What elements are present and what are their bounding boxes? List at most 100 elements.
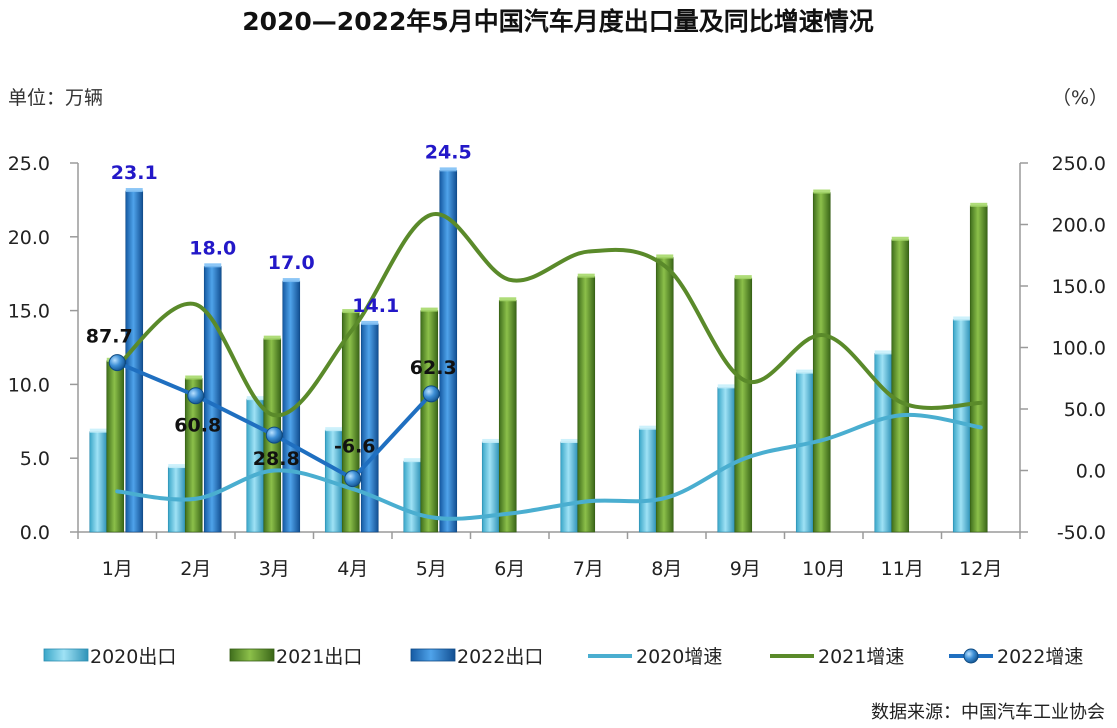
x-tick-label: 6月 [494,558,525,580]
y-left-tick-label: 0.0 [20,522,50,544]
bar-label-2022-4月: 14.1 [352,295,399,317]
bar-2022出口-4月 [360,323,379,533]
y-right-tick-label: 100.0 [1052,338,1106,360]
bar-2021出口-5月 [420,310,439,533]
bar-2020出口-6月 [481,441,500,533]
source-note: 数据来源：中国汽车工业协会 [871,702,1105,723]
bar-cap-2021出口-12月 [970,202,988,207]
x-tick-label: 10月 [802,558,845,580]
bar-2021出口-1月 [106,360,125,533]
marker-2022增速-5月 [422,385,440,403]
bar-cap-2020出口-7月 [560,438,578,443]
x-tick-label: 5月 [416,558,447,580]
bar-label-2022-1月: 23.1 [111,162,158,184]
point-label-2022-2月: 60.8 [174,415,221,437]
legend-label-1: 2021出口 [276,646,362,668]
y-right-tick-label: 150.0 [1052,276,1106,298]
bar-2022出口-1月 [125,190,144,533]
legend-label-0: 2020出口 [90,646,176,668]
bar-2021出口-11月 [891,239,910,533]
bar-cap-2020出口-9月 [717,384,735,389]
bar-cap-2021出口-8月 [656,254,674,259]
x-tick-label: 1月 [102,558,133,580]
legend-label-4: 2021增速 [818,646,904,668]
y-left-tick-label: 15.0 [8,301,50,323]
bar-2020出口-10月 [795,372,814,533]
x-tick-label: 2月 [180,558,211,580]
bar-cap-2022出口-5月 [439,167,457,172]
chart-title: 2020—2022年5月中国汽车月度出口量及同比增速情况 [242,7,874,36]
bar-2020出口-7月 [560,441,579,533]
legend-swatch-2 [410,648,456,662]
legend-label-2: 2022出口 [457,646,543,668]
legend-swatch-0 [43,648,89,662]
bar-cap-2021出口-2月 [185,375,203,380]
left-unit-label: 单位：万辆 [8,87,103,109]
point-label-2022-5月: 62.3 [410,357,457,379]
bar-label-2022-2月: 18.0 [189,237,236,259]
bar-2021出口-9月 [734,277,753,533]
bar-cap-2021出口-4月 [342,309,360,314]
point-label-2022-3月: 28.8 [253,448,300,470]
bar-2021出口-4月 [341,311,360,533]
y-right-tick-label: 200.0 [1052,215,1106,237]
y-right-tick-label: 250.0 [1052,153,1106,175]
bar-cap-2020出口-4月 [325,427,343,432]
x-tick-label: 3月 [259,558,290,580]
marker-2022增速-2月 [187,387,205,405]
line-2021增速 [115,212,983,418]
bar-cap-2020出口-10月 [796,369,814,374]
bar-cap-2022出口-3月 [282,278,300,283]
marker-2022增速-1月 [108,354,126,372]
y-left-tick-label: 25.0 [8,153,50,175]
bar-cap-2021出口-11月 [891,236,909,241]
bar-2021出口-7月 [577,276,596,533]
bar-cap-2021出口-9月 [734,275,752,280]
bars [89,167,988,533]
bar-cap-2020出口-11月 [874,350,892,355]
x-tick-label: 4月 [337,558,368,580]
bar-2021出口-8月 [655,257,674,533]
legend-label-5: 2022增速 [997,646,1083,668]
bar-cap-2020出口-5月 [403,458,421,463]
data-labels: 23.1 18.0 17.0 14.1 24.5 87.7 60.8 28.8 -6.6 62.3 [86,141,472,470]
y-left-tick-label: 20.0 [8,227,50,249]
bar-cap-2020出口-8月 [639,425,657,430]
point-label-2022-4月: -6.6 [334,436,376,458]
bar-2020出口-8月 [638,428,657,533]
legend-marker-5 [963,648,979,664]
x-tick-label: 11月 [881,558,924,580]
bar-2021出口-10月 [812,192,831,533]
bar-cap-2020出口-1月 [89,428,107,433]
bar-2021出口-12月 [969,205,988,533]
bar-cap-2021出口-6月 [499,297,517,302]
bar-label-2022-5月: 24.5 [425,141,472,163]
bar-cap-2020出口-12月 [953,316,971,321]
bar-2020出口-5月 [403,460,422,533]
x-tick-label: 7月 [573,558,604,580]
bar-label-2022-3月: 17.0 [268,252,315,274]
legend-label-3: 2020增速 [636,646,722,668]
y-left-tick-label: 10.0 [8,374,50,396]
bar-cap-2020出口-6月 [482,438,500,443]
line-2020增速 [115,412,983,521]
legend-swatch-1 [229,648,275,662]
bar-cap-2022出口-4月 [361,320,379,325]
bar-cap-2021出口-5月 [420,307,438,312]
bar-2020出口-9月 [717,387,736,533]
y-left-tick-label: 5.0 [20,448,50,470]
x-tick-label: 8月 [651,558,682,580]
bar-cap-2021出口-7月 [577,273,595,278]
bar-2021出口-6月 [498,299,517,533]
y-right-tick-label: 0.0 [1076,461,1106,483]
bar-cap-2020出口-2月 [168,464,186,469]
bar-cap-2022出口-1月 [125,188,143,193]
bar-cap-2022出口-2月 [204,263,222,268]
marker-2022增速-4月 [344,470,362,488]
lines [108,212,983,521]
x-tick-label: 9月 [730,558,761,580]
bar-cap-2021出口-3月 [263,335,281,340]
bar-2020出口-1月 [89,431,108,533]
